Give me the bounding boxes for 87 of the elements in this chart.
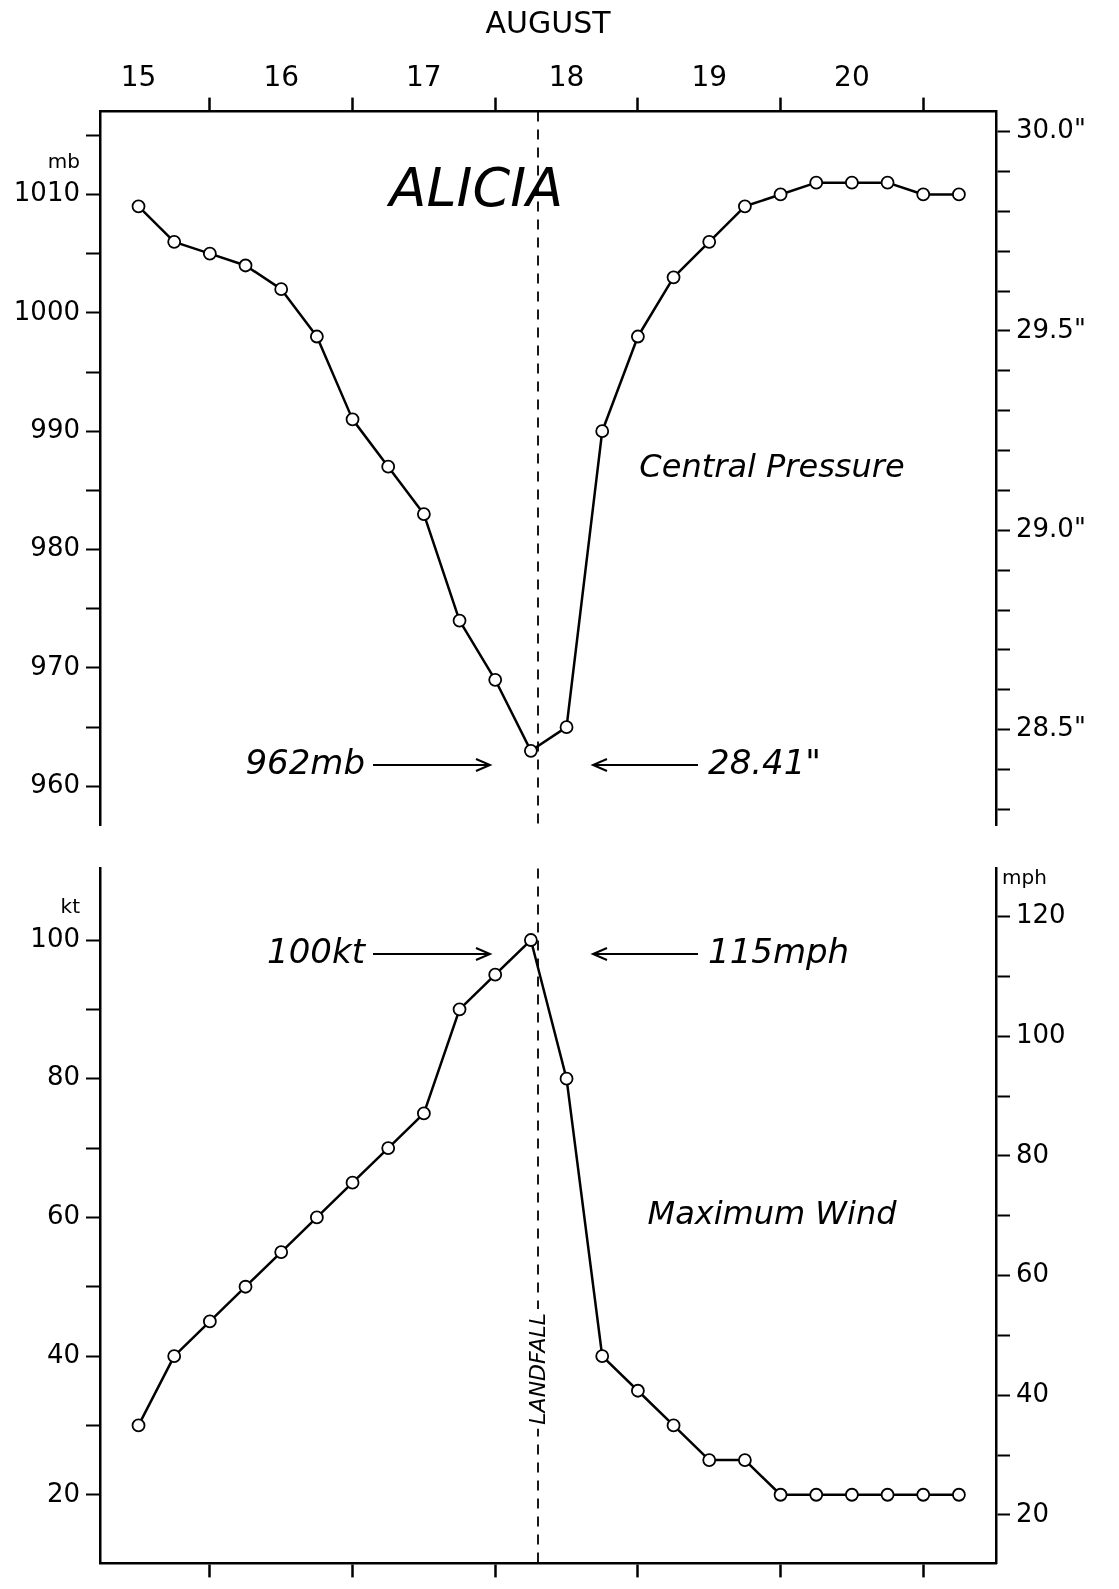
point — [809, 175, 824, 190]
y-tick-label: 100 — [30, 922, 80, 953]
point — [131, 1418, 146, 1433]
x-axis-title: AUGUST — [485, 5, 612, 41]
point — [167, 1349, 182, 1363]
x-tick-label: 16 — [263, 60, 300, 94]
point — [523, 743, 538, 758]
point — [952, 187, 966, 202]
point — [809, 1487, 824, 1502]
point — [309, 1210, 324, 1225]
y-axis-title: kt — [60, 894, 81, 919]
point — [737, 199, 752, 214]
y2-tick-label: 29.0" — [1016, 513, 1086, 544]
point — [666, 270, 681, 285]
point — [773, 187, 788, 202]
x-tick-label: 15 — [120, 60, 157, 94]
y-axis-title: mb — [47, 148, 80, 173]
point — [238, 1279, 253, 1294]
y-tick-label: 20 — [46, 1477, 80, 1508]
annotation: 115mph — [708, 930, 850, 971]
point — [595, 424, 610, 439]
y2-tick-label: 28.5" — [1016, 712, 1086, 743]
y-tick-label: 80 — [46, 1061, 80, 1092]
point — [916, 1487, 931, 1502]
point — [880, 175, 895, 190]
point — [523, 933, 538, 947]
point — [202, 246, 217, 261]
annotation: 100kt — [267, 930, 367, 971]
point — [488, 967, 503, 982]
y-tick-label: 40 — [46, 1338, 80, 1369]
point — [416, 1106, 431, 1121]
y2-tick-label: 20 — [1016, 1497, 1050, 1528]
point — [452, 1002, 467, 1017]
y-tick-label: 1000 — [13, 295, 80, 326]
point — [916, 187, 931, 202]
y-tick-label: 1010 — [13, 177, 80, 208]
y2-tick-label: 60 — [1016, 1258, 1050, 1289]
point — [702, 234, 717, 249]
series-label: Maximum Wind — [647, 1194, 898, 1233]
point — [131, 199, 146, 214]
point — [345, 412, 360, 427]
point — [488, 672, 503, 687]
y2-tick-label: 40 — [1016, 1377, 1050, 1408]
y-tick-label: 970 — [30, 650, 80, 681]
y-tick-label: 980 — [30, 532, 80, 563]
point — [167, 234, 182, 249]
y2-tick-label: 120 — [1016, 899, 1066, 930]
point — [630, 1383, 645, 1398]
point — [737, 1453, 752, 1467]
point — [952, 1487, 966, 1502]
point — [630, 329, 645, 344]
point — [595, 1349, 610, 1363]
point — [702, 1453, 717, 1467]
x-tick-label: 19 — [691, 60, 728, 94]
point — [773, 1487, 788, 1502]
annotation: 28.41" — [708, 741, 821, 782]
point — [452, 613, 467, 628]
point — [238, 258, 253, 273]
y2-axis-title: mph — [1002, 864, 1047, 889]
point — [274, 1245, 289, 1259]
point — [666, 1418, 681, 1433]
x-tick-label: 18 — [548, 60, 585, 94]
point — [381, 459, 396, 474]
y2-tick-label: 29.5" — [1016, 313, 1086, 344]
y2-tick-label: 30.0" — [1016, 114, 1086, 145]
point — [845, 1487, 859, 1502]
text: ALICIA — [386, 155, 564, 219]
y-tick-label: 960 — [30, 769, 80, 800]
point — [274, 282, 289, 297]
annotation: 962mb — [245, 741, 366, 782]
y-tick-label: 990 — [30, 413, 80, 444]
y-tick-label: 60 — [46, 1200, 80, 1231]
point — [309, 329, 324, 344]
point — [381, 1141, 396, 1155]
series-label: Central Pressure — [639, 446, 905, 485]
ref-line-label: LANDFALL — [524, 1313, 550, 1425]
point — [880, 1487, 895, 1502]
point — [345, 1175, 360, 1190]
x-tick-label: 17 — [406, 60, 442, 94]
x-tick-label: 20 — [834, 60, 870, 94]
y2-tick-label: 100 — [1016, 1018, 1066, 1049]
point — [559, 1071, 574, 1086]
point — [559, 720, 574, 735]
point — [845, 175, 859, 190]
point — [416, 507, 431, 521]
point — [202, 1314, 217, 1329]
y2-tick-label: 80 — [1016, 1138, 1050, 1169]
